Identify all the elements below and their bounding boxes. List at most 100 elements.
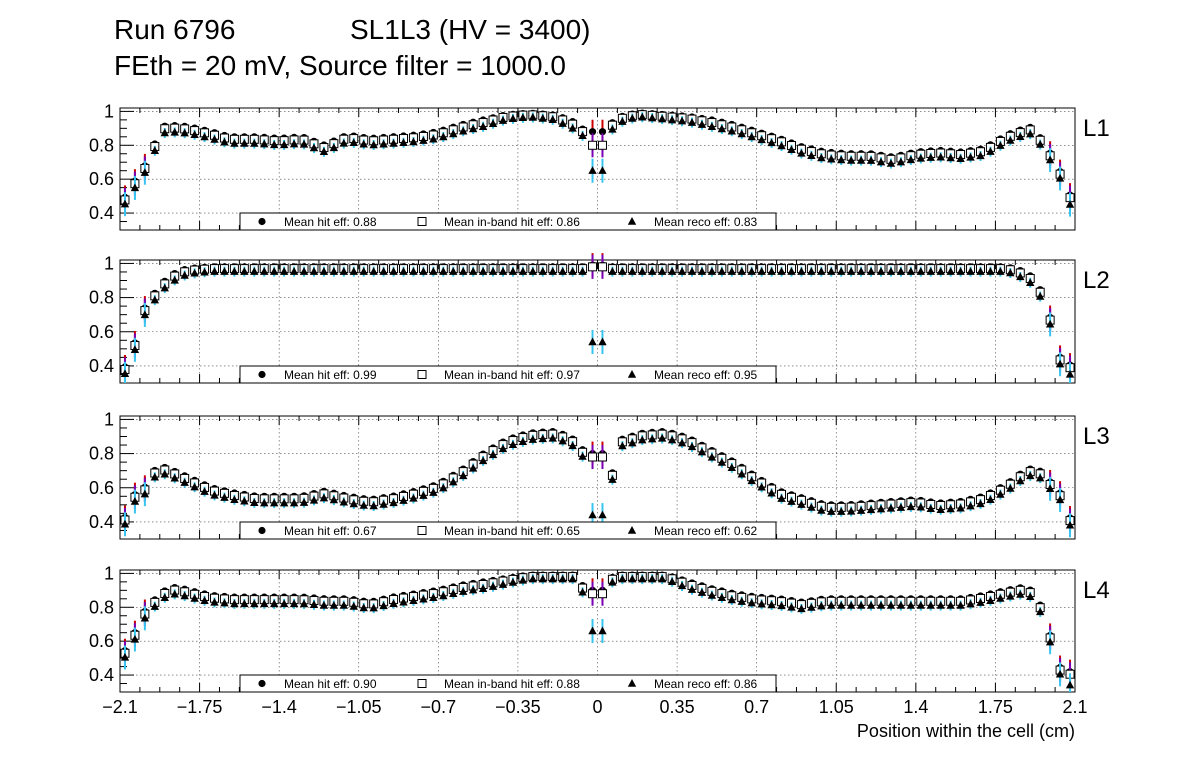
data-point-reco	[618, 574, 627, 583]
data-point-reco	[588, 337, 597, 346]
data-point-reco	[598, 626, 607, 635]
data-point-reco	[200, 487, 209, 495]
data-point-inband	[597, 589, 607, 599]
data-point-reco	[130, 345, 140, 353]
data-point-reco	[528, 435, 538, 443]
data-point-reco	[1045, 637, 1055, 646]
data-point-reco	[558, 267, 567, 275]
data-point-reco	[170, 473, 179, 482]
data-point-reco	[319, 147, 329, 155]
data-point-reco	[936, 152, 945, 161]
legend-frame	[239, 521, 777, 540]
data-point-reco	[906, 601, 916, 609]
data-point-reco	[757, 482, 766, 491]
data-point-reco	[160, 593, 169, 601]
x-axis-label: Position within the cell (cm)	[857, 721, 1075, 741]
data-point-reco	[1006, 591, 1015, 600]
data-point-reco	[518, 113, 528, 122]
panel-l4: 0.4 0.6 0.8 1 L4 Mean hit eff: 0.90 Mean in-ba…	[89, 563, 1110, 693]
data-point-reco	[459, 587, 468, 595]
legend-marker	[417, 370, 427, 379]
legend-entry: Mean in-band hit eff: 0.88	[444, 677, 580, 691]
x-tick-label: 1.4	[903, 697, 928, 717]
data-point-reco	[250, 599, 259, 608]
data-point-reco	[598, 337, 607, 346]
data-point-reco	[787, 602, 796, 611]
data-point-reco	[856, 267, 866, 275]
data-point-reco	[449, 267, 458, 275]
data-point-reco	[767, 488, 776, 497]
legend-entry: Mean hit eff: 0.88	[284, 215, 377, 229]
data-point-reco	[767, 267, 776, 275]
data-point-inband	[597, 262, 607, 272]
data-point-reco	[638, 435, 647, 444]
data-point-reco	[170, 127, 179, 136]
data-point-reco	[1035, 607, 1045, 616]
data-point-reco	[777, 141, 786, 150]
data-point-reco	[210, 597, 219, 606]
data-point-reco	[240, 267, 249, 275]
data-point-reco	[488, 450, 498, 459]
data-point-reco	[976, 151, 985, 160]
y-tick-label: 1	[104, 563, 114, 583]
data-point-reco	[349, 267, 358, 275]
data-point-reco	[439, 591, 448, 600]
panel-label: L2	[1083, 267, 1110, 294]
data-point-reco	[697, 588, 707, 596]
data-point-reco	[369, 603, 378, 612]
data-point-reco	[667, 435, 677, 444]
data-point-reco	[737, 267, 746, 275]
data-point-reco	[717, 267, 727, 275]
data-point-reco	[339, 497, 349, 506]
y-tick-label: 0.4	[89, 356, 114, 376]
data-point-reco	[140, 310, 150, 319]
data-point-reco	[956, 267, 965, 275]
data-point-reco	[1065, 520, 1075, 529]
data-point-reco	[379, 139, 388, 148]
y-tick-label: 0.6	[89, 322, 114, 342]
data-point-reco	[876, 601, 886, 609]
data-point-reco	[588, 166, 597, 174]
data-point-inband	[588, 452, 598, 462]
data-point-reco	[618, 441, 627, 450]
data-point-reco	[876, 267, 886, 275]
legend-marker	[258, 217, 266, 226]
data-point-reco	[667, 115, 677, 124]
data-point-reco	[419, 267, 428, 275]
data-point-reco	[260, 599, 269, 608]
data-point-reco	[657, 114, 667, 123]
legend: Mean hit eff: 0.90 Mean in-band hit eff: …	[239, 674, 777, 693]
legend-entry: Mean in-band hit eff: 0.97	[444, 368, 580, 382]
data-point-reco	[707, 452, 717, 461]
data-point-reco	[1026, 278, 1035, 286]
data-point-reco	[279, 599, 289, 608]
data-point-reco	[1026, 129, 1035, 138]
legend-frame	[239, 674, 777, 693]
data-point-reco	[468, 124, 478, 133]
data-point-reco	[966, 267, 975, 275]
data-point-reco	[886, 503, 896, 512]
data-point-reco	[777, 267, 786, 275]
data-point-reco	[498, 580, 508, 588]
data-point-reco	[478, 456, 488, 465]
data-point-reco	[916, 267, 926, 275]
data-point-reco	[906, 502, 916, 511]
data-point-reco	[528, 267, 538, 275]
data-point-reco	[389, 139, 398, 147]
data-point-reco	[1006, 483, 1015, 492]
data-point-reco	[180, 271, 189, 279]
data-point-reco	[986, 147, 995, 155]
data-point-reco	[279, 267, 289, 275]
data-point-reco	[299, 139, 309, 148]
data-point-reco	[677, 267, 687, 275]
data-point-reco	[747, 132, 756, 141]
data-point-reco	[926, 153, 935, 161]
data-point-reco	[538, 114, 547, 122]
data-point-reco	[160, 128, 169, 137]
data-point-reco	[130, 183, 140, 192]
data-point-reco	[966, 501, 975, 510]
y-tick-label: 0.4	[89, 203, 114, 223]
data-point-reco	[548, 433, 557, 442]
data-point-reco	[906, 267, 916, 275]
